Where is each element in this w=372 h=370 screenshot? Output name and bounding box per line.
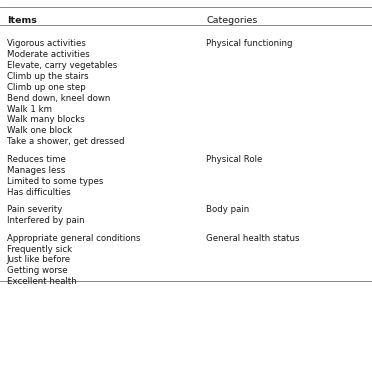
- Text: Climb up the stairs: Climb up the stairs: [7, 72, 88, 81]
- Text: Bend down, kneel down: Bend down, kneel down: [7, 94, 110, 102]
- Text: Items: Items: [7, 16, 36, 24]
- Text: Pain severity: Pain severity: [7, 205, 62, 214]
- Text: Getting worse: Getting worse: [7, 266, 67, 275]
- Text: Body pain: Body pain: [206, 205, 250, 214]
- Text: Has difficulties: Has difficulties: [7, 188, 70, 196]
- Text: Appropriate general conditions: Appropriate general conditions: [7, 234, 140, 243]
- Text: Physical functioning: Physical functioning: [206, 39, 293, 48]
- Text: Elevate, carry vegetables: Elevate, carry vegetables: [7, 61, 117, 70]
- Text: Limited to some types: Limited to some types: [7, 177, 103, 186]
- Text: Excellent health: Excellent health: [7, 278, 77, 286]
- Text: Take a shower, get dressed: Take a shower, get dressed: [7, 137, 124, 146]
- Text: Vigorous activities: Vigorous activities: [7, 39, 86, 48]
- Text: Manages less: Manages less: [7, 166, 65, 175]
- Text: Just like before: Just like before: [7, 255, 71, 265]
- Text: Frequently sick: Frequently sick: [7, 245, 72, 253]
- Text: Categories: Categories: [206, 16, 258, 24]
- Text: Moderate activities: Moderate activities: [7, 50, 89, 59]
- Text: Walk 1 km: Walk 1 km: [7, 104, 52, 114]
- Text: Reduces time: Reduces time: [7, 155, 65, 164]
- Text: General health status: General health status: [206, 234, 300, 243]
- Text: Physical Role: Physical Role: [206, 155, 263, 164]
- Text: Interfered by pain: Interfered by pain: [7, 216, 84, 225]
- Text: Walk many blocks: Walk many blocks: [7, 115, 84, 124]
- Text: Climb up one step: Climb up one step: [7, 83, 86, 92]
- Text: Walk one block: Walk one block: [7, 126, 72, 135]
